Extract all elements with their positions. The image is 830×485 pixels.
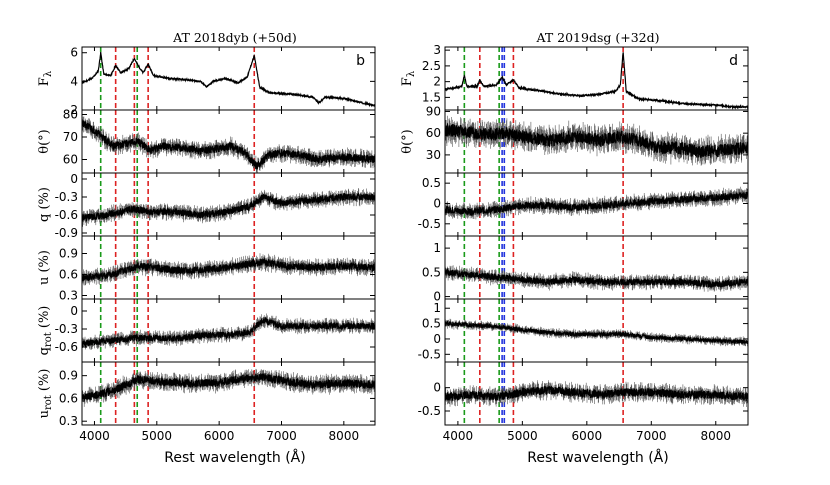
y-tick-label: 0 xyxy=(433,381,441,395)
panel-frame xyxy=(444,46,749,111)
y-tick-label: 0.3 xyxy=(59,289,78,303)
y-tick-label: 0.6 xyxy=(59,268,78,282)
panel-0-1: 60 70 80 θ(°) xyxy=(37,108,376,174)
y-tick-label: 1 xyxy=(433,301,441,315)
y-tick-label: 0 xyxy=(70,304,78,318)
y-axis-label: Fλ xyxy=(400,70,417,86)
panel-1-2: -0.5 0 0.5 xyxy=(418,172,749,237)
series-line xyxy=(445,385,748,402)
y-tick-label: 0.6 xyxy=(59,391,78,405)
series-line xyxy=(445,52,748,110)
panel-frame xyxy=(444,361,749,426)
x-tick-label: 5000 xyxy=(142,429,173,443)
x-axis-label-right: Rest wavelength (Å) xyxy=(527,449,668,466)
y-tick-label: -0.5 xyxy=(418,404,441,418)
x-tick-label: 4000 xyxy=(443,429,474,443)
y-tick-label: 0.3 xyxy=(59,414,78,428)
y-axis-label: u (%) xyxy=(37,250,52,285)
series-line xyxy=(82,256,375,282)
x-tick-label: 4000 xyxy=(79,429,110,443)
y-axis-label: Fλ xyxy=(37,70,54,86)
y-axis-label: θ(°) xyxy=(37,129,52,153)
x-axis-label-left: Rest wavelength (Å) xyxy=(164,449,305,466)
series-line xyxy=(82,192,375,222)
panel-frame xyxy=(444,235,749,300)
panel-1-5: -0.5 0 xyxy=(418,361,749,426)
y-tick-label: 60 xyxy=(426,126,441,140)
panel-letter: d xyxy=(729,53,738,69)
y-tick-label: 3 xyxy=(433,43,441,57)
y-tick-label: 0 xyxy=(433,332,441,346)
x-tick-label: 7000 xyxy=(636,429,667,443)
y-tick-label: 4 xyxy=(70,74,78,88)
series-line xyxy=(82,120,375,170)
y-tick-label: -0.5 xyxy=(418,347,441,361)
y-tick-label: -0.3 xyxy=(55,322,78,336)
y-tick-label: 1.5 xyxy=(422,90,441,104)
series-line xyxy=(445,191,748,217)
series-line xyxy=(445,320,748,346)
y-tick-label: 2.5 xyxy=(422,59,441,73)
y-tick-label: 80 xyxy=(63,108,78,122)
y-tick-label: 0.5 xyxy=(422,265,441,279)
y-axis-label: θ(°) xyxy=(400,129,415,153)
y-tick-label: 70 xyxy=(63,130,78,144)
y-tick-label: 6 xyxy=(70,46,78,60)
panel-letter: b xyxy=(356,53,365,69)
x-tick-label: 8000 xyxy=(700,429,731,443)
y-tick-label: 30 xyxy=(426,148,441,162)
panel-1-3: 00.51 xyxy=(422,235,749,304)
x-tick-label: 7000 xyxy=(266,429,297,443)
panel-0-2: 0 -0.3 -0.6 -0.9q (%) xyxy=(37,172,376,240)
series-line xyxy=(445,268,748,289)
x-tick-label: 8000 xyxy=(329,429,360,443)
error-bars xyxy=(445,318,748,347)
y-axis-label: urot (%) xyxy=(37,369,54,419)
y-tick-label: 0.9 xyxy=(59,247,78,261)
panel-0-0: 2 4 6 Fλ xyxy=(37,46,376,117)
column-1: 1.522.53Fλ306090θ(°)-0.500.500.51-0.500.… xyxy=(400,43,749,443)
y-tick-label: -0.5 xyxy=(418,217,441,231)
error-bars xyxy=(82,188,375,227)
y-tick-label: 0.5 xyxy=(422,176,441,190)
y-tick-label: -0.9 xyxy=(55,226,78,240)
y-tick-label: 0.9 xyxy=(59,369,78,383)
series-line xyxy=(82,52,375,108)
y-tick-label: -0.3 xyxy=(55,190,78,204)
panel-frame xyxy=(81,361,376,426)
y-tick-label: 1 xyxy=(433,241,441,255)
y-tick-label: -0.6 xyxy=(55,208,78,222)
series-line xyxy=(82,317,375,349)
y-axis-label: q (%) xyxy=(37,187,52,222)
x-tick-label: 5000 xyxy=(507,429,538,443)
series-line xyxy=(445,123,748,159)
y-tick-label: 0 xyxy=(70,172,78,186)
panel-frame xyxy=(444,298,749,363)
y-axis-label: qrot (%) xyxy=(37,306,54,356)
y-tick-label: 2 xyxy=(70,103,78,117)
panel-0-5: 0.3 0.6 0.9 urot (%) xyxy=(37,361,376,428)
title-left: AT 2018dyb (+50d) xyxy=(172,30,297,45)
panel-0-3: 0.3 0.6 0.9 u (%) xyxy=(37,235,376,303)
y-tick-label: 60 xyxy=(63,153,78,167)
y-tick-label: -0.6 xyxy=(55,340,78,354)
series-line xyxy=(82,372,375,402)
title-right: AT 2019dsg (+32d) xyxy=(536,30,660,45)
y-tick-label: 0 xyxy=(433,196,441,210)
x-tick-label: 6000 xyxy=(204,429,235,443)
y-tick-label: 0.5 xyxy=(422,317,441,331)
y-tick-label: 2 xyxy=(433,75,441,89)
panel-1-0: 1.52 2.5 3 Fλ xyxy=(400,43,749,111)
x-tick-label: 6000 xyxy=(572,429,603,443)
panel-1-4: -0.500.5 1 xyxy=(418,298,749,363)
y-tick-label: 90 xyxy=(426,104,441,118)
error-bars xyxy=(82,313,375,351)
panel-1-1: 30 60 90 θ(°) xyxy=(400,104,749,174)
y-tick-label: 0 xyxy=(433,290,441,304)
